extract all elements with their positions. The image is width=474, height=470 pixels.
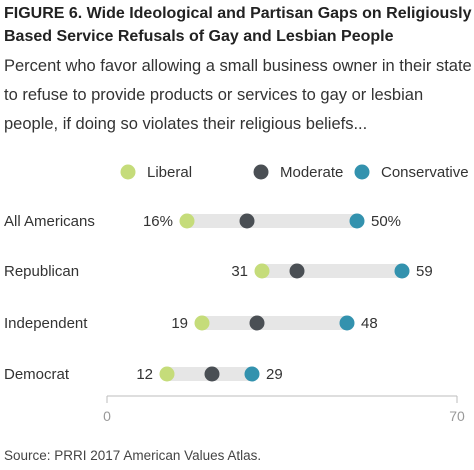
dot-liberal <box>254 263 270 279</box>
value-label-left: 19 <box>171 315 188 332</box>
dot-moderate <box>249 315 265 331</box>
value-label-right: 50% <box>371 213 401 230</box>
chart-rows: All Americans 16% 50% Republican 31 59 Indepen… <box>4 213 433 383</box>
dot-conservative <box>349 213 365 229</box>
dot-moderate <box>239 213 255 229</box>
value-label-right: 59 <box>416 263 433 280</box>
category-label: All Americans <box>4 213 95 230</box>
x-axis: 0 70 <box>103 395 465 424</box>
legend-label-moderate: Moderate <box>280 164 343 181</box>
x-tick-label: 70 <box>449 408 465 424</box>
value-label-left: 16% <box>143 213 173 230</box>
dot-moderate <box>204 366 220 382</box>
value-label-right: 48 <box>361 315 378 332</box>
dot-liberal <box>179 213 195 229</box>
source-note: Source: PRRI 2017 American Values Atlas. <box>4 448 262 463</box>
chart-title: FIGURE 6. Wide Ideological and Partisan … <box>4 5 472 45</box>
dot-conservative <box>394 263 410 279</box>
legend-swatch-conservative <box>354 164 370 180</box>
legend-label-liberal: Liberal <box>147 164 192 181</box>
legend-swatch-moderate <box>253 164 269 180</box>
chart-subtitle: Percent who favor allowing a small busin… <box>4 57 472 133</box>
dot-conservative <box>244 366 260 382</box>
dot-moderate <box>289 263 305 279</box>
dot-liberal <box>194 315 210 331</box>
category-label: Independent <box>4 315 88 332</box>
x-tick-label: 0 <box>103 408 111 424</box>
legend-label-conservative: Conservative <box>381 164 469 181</box>
legend-swatch-liberal <box>120 164 136 180</box>
category-label: Republican <box>4 263 79 280</box>
category-label: Democrat <box>4 366 70 383</box>
value-label-left: 12 <box>136 366 153 383</box>
value-label-left: 31 <box>231 263 248 280</box>
value-label-right: 29 <box>266 366 283 383</box>
legend: Liberal Moderate Conservative <box>120 164 469 181</box>
dot-conservative <box>339 315 355 331</box>
dot-liberal <box>159 366 175 382</box>
